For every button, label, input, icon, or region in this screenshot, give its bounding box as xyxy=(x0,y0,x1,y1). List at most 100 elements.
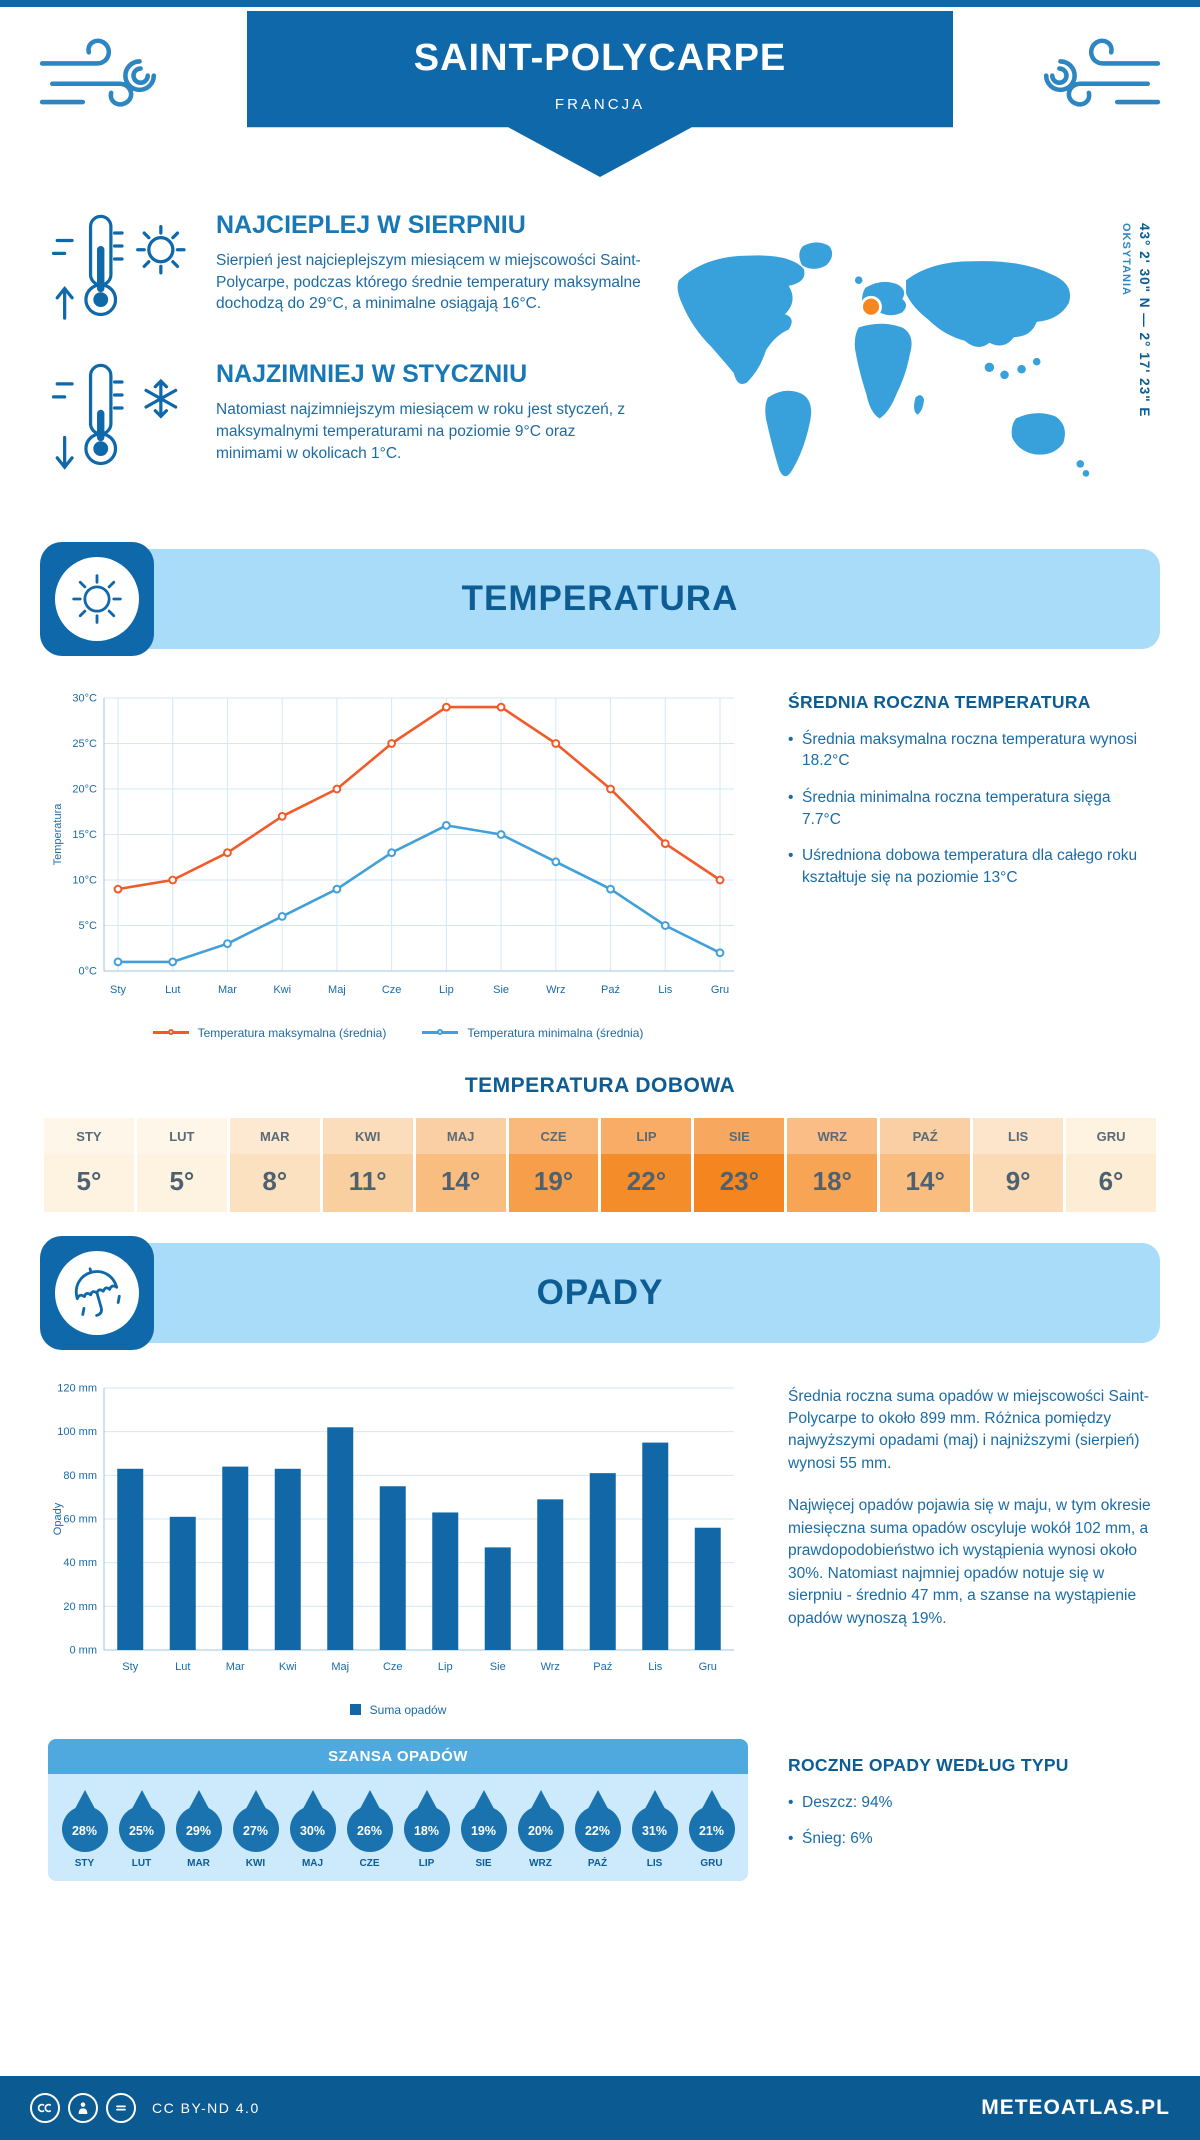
daily-temperature-table: STY 5° LUT 5° MAR 8° KWI 11° MAJ 14° CZE 19° LIP 22° S… xyxy=(44,1117,1156,1212)
chance-heading: SZANSA OPADÓW xyxy=(48,1738,748,1774)
y-tick-label: 5°C xyxy=(79,920,98,932)
month-label: LUT xyxy=(131,1857,152,1869)
droplet-icon: 29% xyxy=(175,1789,222,1852)
precipitation-banner-title: OPADY xyxy=(536,1272,664,1312)
data-point xyxy=(387,738,397,748)
x-tick-label: Mar xyxy=(226,1661,245,1673)
location-marker xyxy=(860,295,882,318)
precipitation-chart: 0 mm 20 mm 40 mm 60 mm 80 mm 100 mm 120 mm Sty L… xyxy=(48,1376,748,1699)
legend-square-swatch xyxy=(349,1704,361,1715)
bar xyxy=(484,1546,511,1650)
legend-item: Temperatura maksymalna (średnia) xyxy=(152,1026,386,1040)
chance-column: 18% LIP xyxy=(398,1789,455,1869)
annual-temperature-heading: ŚREDNIA ROCZNA TEMPERATURA xyxy=(788,691,1091,712)
chance-column: 20% WRZ xyxy=(512,1789,569,1869)
x-tick-label: Wrz xyxy=(546,984,565,996)
x-tick-label: Paź xyxy=(601,984,620,996)
data-point xyxy=(606,784,615,793)
country-subtitle: FRANCJA xyxy=(554,96,646,113)
daily-temperature-column: MAJ 14° xyxy=(415,1117,506,1212)
temperature-chart: 0°C 5°C 10°C 15°C 20°C 25°C 30°C Sty Lut Mar Kwi Ma… xyxy=(48,682,748,1022)
y-tick-label: 0 mm xyxy=(70,1644,98,1656)
month-label: LIP xyxy=(601,1117,692,1154)
chance-droplets: 28% STY 25% LUT 29% MAR 27% KWI 30% MAJ 26% CZE 18% L… xyxy=(48,1773,748,1881)
data-point xyxy=(168,957,178,966)
license-text: CC BY-ND 4.0 xyxy=(152,2100,260,2116)
temperature-value: 14° xyxy=(415,1153,506,1212)
chance-column: 31% LIS xyxy=(626,1789,683,1869)
legend-line-swatch xyxy=(152,1029,189,1035)
x-tick-label: Kwi xyxy=(279,1661,297,1673)
y-tick-label: 15°C xyxy=(72,829,97,841)
x-tick-label: Kwi xyxy=(273,984,291,996)
x-tick-label: Lut xyxy=(165,984,180,996)
wind-icon xyxy=(34,33,166,131)
bar xyxy=(589,1472,616,1650)
droplet-icon: 30% xyxy=(289,1789,336,1852)
precipitation-paragraph: Średnia roczna suma opadów w miejscowośc… xyxy=(788,1387,1149,1472)
temperature-value: 8° xyxy=(229,1153,320,1212)
month-label: MAJ xyxy=(415,1117,506,1154)
thermometer-cold-icon xyxy=(48,358,198,483)
data-point xyxy=(441,702,451,712)
bar xyxy=(222,1466,249,1650)
chance-column: 21% GRU xyxy=(683,1789,740,1869)
precipitation-type-heading: ROCZNE OPADY WEDŁUG TYPU xyxy=(788,1754,1069,1775)
chance-column: 27% KWI xyxy=(227,1789,284,1869)
month-label: SIE xyxy=(475,1857,492,1869)
bar xyxy=(642,1442,669,1650)
temperature-value: 9° xyxy=(973,1153,1064,1212)
data-point xyxy=(113,884,123,894)
data-point xyxy=(332,884,342,894)
bar xyxy=(327,1426,354,1650)
coldest-heading: NAJZIMNIEJ W STYCZNIU xyxy=(216,360,528,389)
x-tick-label: Sie xyxy=(493,984,509,996)
daily-temperature-column: CZE 19° xyxy=(508,1117,599,1212)
x-tick-label: Sie xyxy=(490,1661,506,1673)
month-label: KWI xyxy=(322,1117,413,1154)
month-label: MAJ xyxy=(301,1857,324,1869)
droplet-icon: 26% xyxy=(346,1789,393,1852)
brand-logo: METEOATLAS.PL xyxy=(981,2096,1170,2119)
data-point xyxy=(332,784,342,793)
y-tick-label: 60 mm xyxy=(63,1513,97,1525)
temperature-value: 22° xyxy=(601,1153,692,1212)
footer: CC BY-ND 4.0 METEOATLAS.PL xyxy=(0,2076,1200,2140)
precipitation-paragraph: Najwięcej opadów pojawia się w maju, w t… xyxy=(788,1497,1151,1627)
x-tick-label: Lis xyxy=(648,1661,663,1673)
thermometer-hot-icon xyxy=(48,209,198,334)
chance-column: 30% MAJ xyxy=(284,1789,341,1869)
chance-value: 27% xyxy=(242,1823,269,1838)
temperature-value: 19° xyxy=(508,1153,599,1212)
temperature-banner-title: TEMPERATURA xyxy=(461,578,739,618)
x-tick-label: Lip xyxy=(439,984,454,996)
y-tick-label: 20 mm xyxy=(63,1600,97,1612)
cc-icon xyxy=(30,2093,60,2123)
temperature-content: 0°C 5°C 10°C 15°C 20°C 25°C 30°C Sty Lut Mar Kwi Ma… xyxy=(0,656,1200,1040)
month-label: PAŹ xyxy=(587,1857,608,1869)
page-title: SAINT-POLYCARPE xyxy=(413,37,787,79)
x-tick-label: Sty xyxy=(122,1661,138,1673)
month-label: LUT xyxy=(136,1117,227,1154)
x-tick-label: Maj xyxy=(328,984,346,996)
top-border xyxy=(0,0,1200,7)
chance-value: 20% xyxy=(527,1823,554,1838)
attribution-icon xyxy=(68,2093,98,2123)
x-tick-label: Wrz xyxy=(541,1661,560,1673)
temperature-bullet: Średnia minimalna roczna temperatura się… xyxy=(788,787,1152,830)
droplet-icon: 20% xyxy=(517,1789,564,1852)
chance-value: 25% xyxy=(128,1823,155,1838)
precipitation-type-bullet: Śnieg: 6% xyxy=(788,1828,1152,1850)
daily-temperature-column: LIS 9° xyxy=(973,1117,1064,1212)
daily-temperature-column: PAŹ 14° xyxy=(880,1117,971,1212)
data-point xyxy=(277,911,287,921)
banner-bar xyxy=(48,1242,1160,1343)
data-point xyxy=(715,947,725,957)
legend-item: Suma opadów xyxy=(349,1703,446,1717)
data-point xyxy=(168,875,178,884)
month-label: LIP xyxy=(418,1857,435,1869)
month-label: WRZ xyxy=(529,1857,552,1869)
chance-column: 19% SIE xyxy=(455,1789,512,1869)
bar xyxy=(379,1485,406,1650)
data-point xyxy=(606,884,615,894)
